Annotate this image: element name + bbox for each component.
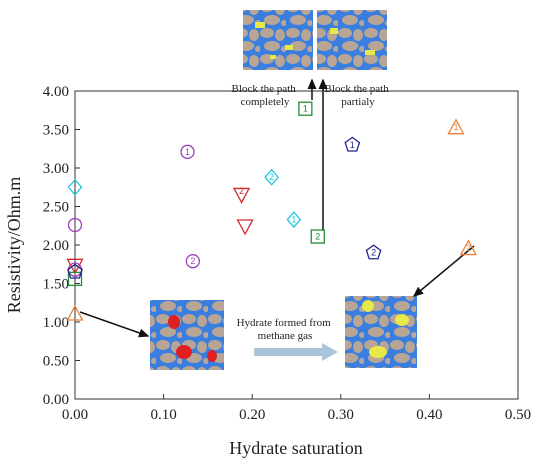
triangle-down-marker [66, 258, 84, 275]
y-tick-label: 1.50 [43, 277, 69, 293]
axis-ticks [74, 90, 519, 400]
circle-marker [180, 144, 195, 159]
annotation-block-partially-line1: Block the path [325, 83, 390, 95]
pore-image-initial [150, 300, 224, 370]
tick-labels: 0.00 0.10 0.20 0.30 0.40 0.50 0.00 0.50 1.00 1.50… [43, 84, 531, 423]
marker-label: 1 [303, 104, 308, 114]
x-tick-label: 0.20 [239, 407, 265, 423]
x-tick-label: 0.00 [62, 407, 88, 423]
x-tick-label: 0.50 [505, 407, 531, 423]
x-tick-label: 0.40 [416, 407, 442, 423]
annotation-hydrate-methane: Hydrate formed from methane gas [237, 317, 334, 342]
marker-label: 2 [466, 243, 471, 253]
triangle-up-marker [459, 239, 477, 256]
pentagon-marker [344, 136, 361, 152]
annotation-block-completely-line2: completely [241, 96, 290, 108]
arrow-to-hydrate-image [412, 245, 475, 297]
y-tick-label: 0.00 [43, 392, 69, 408]
annotation-block-completely-line1: Block the path [232, 83, 297, 95]
annotation-hydrate-line2: methane gas [258, 330, 313, 342]
arrow-to-initial-image [79, 311, 150, 338]
data-marks: 1 2 2 1 2 2 1 1 2 1 2 [66, 101, 477, 321]
x-axis-label: Hydrate saturation [229, 438, 362, 458]
marker-label: 1 [350, 140, 355, 150]
pore-image-complete-block [243, 10, 313, 70]
triangle-down-marker [236, 219, 254, 236]
diamond-marker [264, 168, 280, 186]
circle-marker [185, 254, 200, 269]
marker-label: 1 [185, 147, 190, 157]
pore-image-hydrate [345, 296, 417, 368]
square-marker [310, 229, 325, 244]
marker-label: 2 [371, 248, 376, 258]
diamond-marker [67, 178, 83, 196]
y-tick-label: 2.50 [43, 200, 69, 216]
y-axis-label: Resistivity/Ohm.m [4, 177, 24, 314]
marker-label: 2 [269, 172, 274, 182]
pentagon-marker [67, 263, 83, 279]
annotation-block-partially: Block the path partialy [325, 83, 392, 108]
square-marker [298, 101, 313, 116]
annotation-hydrate-line1: Hydrate formed from [237, 317, 332, 329]
x-tick-label: 0.10 [150, 407, 176, 423]
y-tick-label: 2.00 [43, 238, 69, 254]
marker-label: 1 [291, 215, 296, 225]
marker-label: 2 [315, 232, 320, 242]
triangle-up-marker [66, 304, 84, 321]
y-tick-label: 1.00 [43, 315, 69, 331]
marker-label: 2 [239, 186, 244, 196]
triangle-up-marker [447, 118, 465, 135]
triangle-down-marker [232, 187, 251, 204]
pentagon-marker [365, 244, 382, 260]
square-marker [67, 271, 83, 287]
pore-image-partial-block [317, 10, 387, 70]
circle-marker [67, 217, 83, 233]
y-tick-label: 3.00 [43, 161, 69, 177]
diamond-marker [286, 211, 302, 229]
x-tick-label: 0.30 [328, 407, 354, 423]
hydrate-process-arrow [254, 343, 338, 361]
annotation-block-completely: Block the path completely [232, 83, 299, 108]
y-tick-label: 3.50 [43, 123, 69, 139]
annotation-block-partially-line2: partialy [341, 96, 375, 108]
marker-label: 1 [453, 122, 458, 132]
y-tick-label: 4.00 [43, 84, 69, 100]
y-tick-label: 0.50 [43, 354, 69, 370]
marker-label: 2 [190, 256, 195, 266]
